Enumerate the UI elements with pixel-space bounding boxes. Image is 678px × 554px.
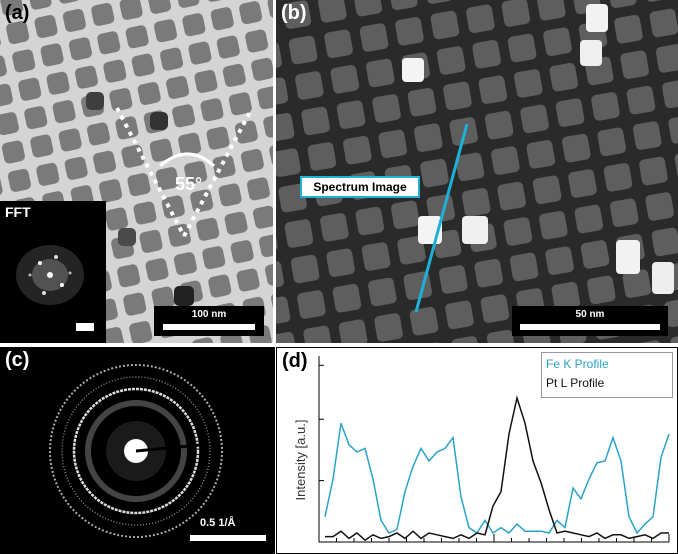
panel-b-scale-bar [520,324,660,330]
panel-c-scale-label: 0.5 1/Å [200,517,236,529]
panel-a-scale-label: 100 nm [191,309,227,320]
angle-label: 55° [175,174,202,194]
legend-fe-label: Fe K Profile [546,357,609,371]
panel-a-label: (a) [5,2,30,24]
panel-c-scale-bar [190,535,266,541]
legend-pt-label: Pt L Profile [546,376,605,390]
fft-label: FFT [5,204,31,220]
panel-d-label: (d) [282,350,308,372]
panel-d: (d) Intensity [a.u.] Fe K Profile Pt L P… [276,347,678,554]
spectrum-image-label: Spectrum Image [313,180,407,194]
panel-c-label: (c) [5,349,30,371]
series-line-fe [324,422,670,535]
fft-image [16,245,84,305]
panel-a-scale-bar [163,324,255,330]
panel-a-scale: 100 nm [154,306,264,336]
diffraction-pattern [49,364,223,538]
series-line-pt [325,395,669,542]
panel-a-image: 55° [0,0,273,343]
panel-b: (b) Spectrum Image 50 nm [276,0,678,343]
fft-scale-bar [76,323,94,331]
panel-b-label: (b) [281,2,307,24]
panel-c: (c) 0.5 1/Å [0,347,275,554]
fft-inset: FFT [0,201,106,343]
spectrum-image-box: Spectrum Image [300,176,420,198]
legend: Fe K Profile Pt L Profile [541,352,673,398]
spectrum-line [414,123,469,313]
panel-b-scale: 50 nm [512,306,668,336]
panel-a: 55° (a) FFT 100 nm [0,0,273,343]
y-axis-label: Intensity [a.u.] [293,420,308,501]
panel-b-scale-label: 50 nm [575,309,605,320]
panel-b-image [276,0,678,343]
profile-chart: Intensity [a.u.] [293,356,670,543]
